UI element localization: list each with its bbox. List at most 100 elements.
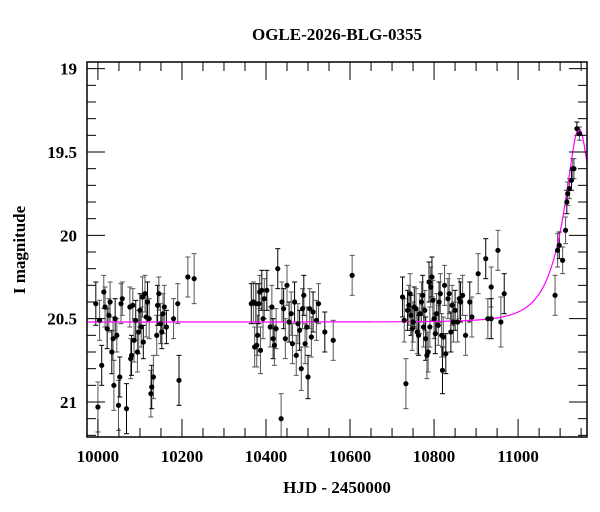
data-point [568,177,575,183]
x-tick-label: 10200 [161,447,204,466]
data-point [560,257,566,263]
data-point [430,297,436,303]
data-point [175,301,181,307]
data-point [119,296,125,302]
data-point [123,406,130,412]
data-point [101,289,107,295]
data-point [148,391,154,397]
data-point [440,334,446,340]
data-point [308,334,314,340]
data-point [427,324,433,330]
data-point [191,276,197,282]
data-point [138,324,144,330]
data-point [156,291,162,297]
x-tick-label: 11000 [497,447,539,466]
data-point [112,316,118,322]
data-point [133,317,139,323]
x-tick-label: 10600 [329,447,372,466]
data-point [136,329,142,335]
data-point [304,324,310,330]
data-point [157,321,164,327]
data-point [460,292,466,298]
x-tick-label: 10400 [245,447,288,466]
data-point [439,367,446,373]
data-point [117,374,123,380]
data-point [163,324,170,330]
data-point [267,324,273,330]
data-point [118,301,124,307]
data-point [273,326,279,332]
data-point [498,319,504,325]
data-point [254,342,260,348]
data-point [488,316,494,322]
y-axis-label: I magnitude [10,205,29,294]
data-point [128,352,135,358]
data-point [429,274,435,280]
data-point [269,304,275,310]
axis-ticks [87,62,587,437]
data-point [110,336,116,342]
data-point [562,227,569,233]
data-point [425,349,431,355]
data-point [260,316,266,322]
data-point [293,352,299,358]
data-point [106,312,112,318]
data-point [170,316,177,322]
y-tick-labels: 19 19.5 20 20.5 21 [47,60,77,412]
y-tick-label: 21 [60,393,77,412]
data-point [140,339,146,345]
data-point [134,349,141,355]
data-point [452,307,458,313]
chart-title: OGLE-2026-BLG-0355 [252,25,422,44]
data-point [115,402,122,408]
data-point [399,294,406,300]
data-point [571,166,577,172]
model-curve [87,127,588,323]
data-point [261,296,267,302]
data-point [111,382,117,388]
data-point [433,311,440,317]
data-point [298,366,304,372]
y-tick-label: 20 [60,226,77,245]
data-point [404,307,411,313]
data-point [418,299,425,305]
data-point [449,302,455,308]
data-point [495,247,501,253]
data-point [297,327,303,333]
data-point [299,306,306,312]
data-point [301,292,307,298]
data-point [446,291,452,297]
data-point [462,332,469,338]
data-point [154,302,161,308]
data-point [291,299,298,305]
data-point [99,362,105,368]
data-point [574,126,580,132]
data-point [288,311,294,317]
data-point [144,299,151,305]
data-point [565,191,571,197]
data-point [432,331,438,337]
data-point [310,309,316,315]
data-point [401,317,407,323]
data-point [407,291,413,297]
x-tick-label: 10000 [77,447,120,466]
data-point [275,266,281,272]
data-point [160,311,166,317]
data-point [107,299,113,305]
data-point [109,349,115,355]
data-point [437,291,443,297]
data-point [349,272,355,278]
data-point [445,296,451,302]
data-point [454,319,461,325]
data-point [270,336,276,342]
data-point [552,292,558,298]
data-point [150,374,156,380]
data-point [259,287,265,293]
data-point [431,316,437,322]
data-point [420,324,427,330]
data-point [286,319,292,325]
x-tick-label: 10800 [413,447,456,466]
plot-frame [86,61,588,438]
data-point [295,321,301,327]
